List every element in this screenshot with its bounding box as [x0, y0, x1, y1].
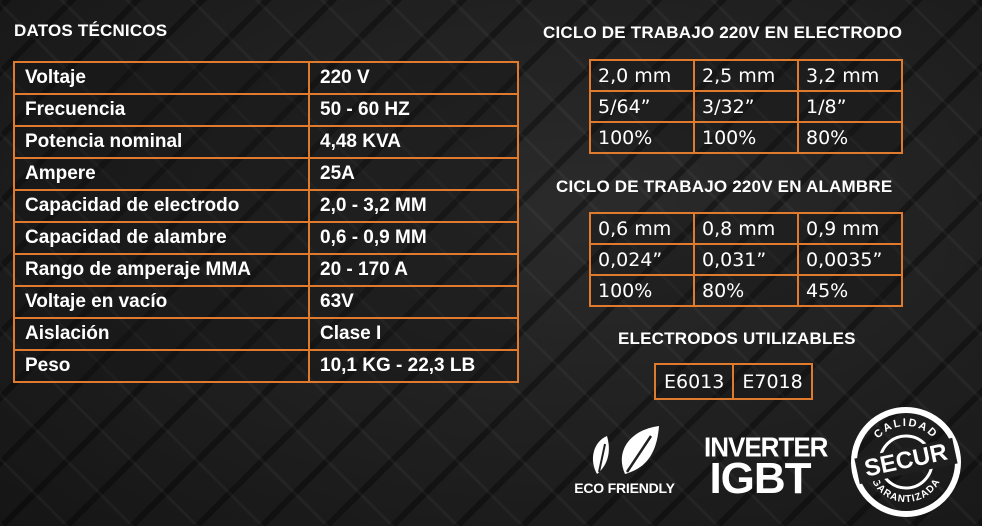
spec-value: 0,6 - 0,9 MM: [308, 221, 519, 255]
spec-row: Voltaje 220 V: [13, 61, 519, 95]
cycle-cell: 3/32”: [693, 90, 799, 123]
cycle-cell: 0,8 mm: [693, 212, 799, 245]
specs-title: DATOS TÉCNICOS: [14, 21, 168, 40]
electrode-cycle-title: CICLO DE TRABAJO 220V EN ELECTRODO: [543, 23, 903, 42]
spec-label: Rango de amperaje MMA: [13, 253, 310, 287]
igbt-label: IGBT: [709, 454, 811, 503]
spec-label: Ampere: [13, 157, 310, 191]
spec-value: 220 V: [308, 61, 519, 95]
cycle-row: 100% 80% 45%: [589, 274, 903, 307]
spec-value: Clase I: [308, 317, 519, 351]
cycle-cell: 100%: [589, 274, 695, 307]
electrode-item: E6013: [653, 363, 735, 400]
spec-row: Peso 10,1 KG - 22,3 LB: [13, 349, 519, 383]
cycle-cell: 45%: [797, 274, 903, 307]
spec-row: Capacidad de alambre 0,6 - 0,9 MM: [13, 221, 519, 255]
wire-cycle-table: 0,6 mm 0,8 mm 0,9 mm 0,024” 0,031” 0,0035” 100…: [589, 212, 903, 307]
svg-text:GARANTIZADA: GARANTIZADA: [869, 477, 943, 506]
cycle-cell: 2,0 mm: [589, 59, 695, 92]
spec-value: 63V: [308, 285, 519, 319]
spec-row: Voltaje en vacío 63V: [13, 285, 519, 319]
electrode-cycle-table: 2,0 mm 2,5 mm 3,2 mm 5/64” 3/32” 1/8” 100% 100%…: [589, 59, 903, 154]
spec-label: Voltaje en vacío: [13, 285, 310, 319]
cycle-cell: 0,6 mm: [589, 212, 695, 245]
spec-label: Peso: [13, 349, 310, 383]
cycle-row: 0,024” 0,031” 0,0035”: [589, 243, 903, 276]
spec-label: Capacidad de alambre: [13, 221, 310, 255]
cycle-cell: 0,0035”: [797, 243, 903, 276]
spec-value: 2,0 - 3,2 MM: [308, 189, 519, 223]
cycle-cell: 2,5 mm: [693, 59, 799, 92]
specs-table: Voltaje 220 V Frecuencia 50 - 60 HZ Potencia…: [13, 61, 519, 383]
cycle-cell: 100%: [693, 121, 799, 154]
inverter-label: INVERTER: [704, 431, 828, 463]
cycle-cell: 0,9 mm: [797, 212, 903, 245]
seal-bottom-text: GARANTIZADA: [869, 477, 942, 506]
cycle-cell: 0,031”: [693, 243, 799, 276]
spec-row: Aislación Clase I: [13, 317, 519, 351]
spec-row: Capacidad de electrodo 2,0 - 3,2 MM: [13, 189, 519, 223]
electrode-item: E7018: [732, 363, 813, 400]
cycle-cell: 3,2 mm: [797, 59, 903, 92]
inverter-igbt-badge: INVERTER IGBT: [704, 431, 828, 503]
spec-label: Potencia nominal: [13, 125, 310, 159]
cycle-row: 5/64” 3/32” 1/8”: [589, 90, 903, 123]
spec-row: Frecuencia 50 - 60 HZ: [13, 93, 519, 127]
cycle-cell: 0,024”: [589, 243, 695, 276]
cycle-cell: 80%: [693, 274, 799, 307]
cycle-cell: 1/8”: [797, 90, 903, 123]
leaf-icon: [592, 426, 659, 474]
wire-cycle-title: CICLO DE TRABAJO 220V EN ALAMBRE: [556, 177, 893, 196]
cycle-row: 100% 100% 80%: [589, 121, 903, 154]
electrodes-title: ELECTRODOS UTILIZABLES: [618, 329, 856, 348]
spec-label: Frecuencia: [13, 93, 310, 127]
cycle-cell: 5/64”: [589, 90, 695, 123]
spec-value: 20 - 170 A: [308, 253, 519, 287]
spec-label: Capacidad de electrodo: [13, 189, 310, 223]
spec-label: Voltaje: [13, 61, 310, 95]
electrodes-table: E6013 E7018: [653, 363, 813, 400]
cycle-row: 0,6 mm 0,8 mm 0,9 mm: [589, 212, 903, 245]
spec-value: 25A: [308, 157, 519, 191]
eco-friendly-label: ECO FRIENDLY: [574, 480, 675, 496]
cycle-row: 2,0 mm 2,5 mm 3,2 mm: [589, 59, 903, 92]
spec-row: Ampere 25A: [13, 157, 519, 191]
seal-icon: CALIDAD GARANTIZADA: [851, 407, 961, 517]
spec-value: 50 - 60 HZ: [308, 93, 519, 127]
spec-row: Rango de amperaje MMA 20 - 170 A: [13, 253, 519, 287]
cycle-cell: 100%: [589, 121, 695, 154]
spec-value: 10,1 KG - 22,3 LB: [308, 349, 519, 383]
spec-row: Potencia nominal 4,48 KVA: [13, 125, 519, 159]
spec-value: 4,48 KVA: [308, 125, 519, 159]
cycle-cell: 80%: [797, 121, 903, 154]
spec-label: Aislación: [13, 317, 310, 351]
quality-seal-badge: CALIDAD GARANTIZADA SECUR: [846, 402, 966, 522]
eco-friendly-badge: ECO FRIENDLY: [567, 422, 682, 502]
